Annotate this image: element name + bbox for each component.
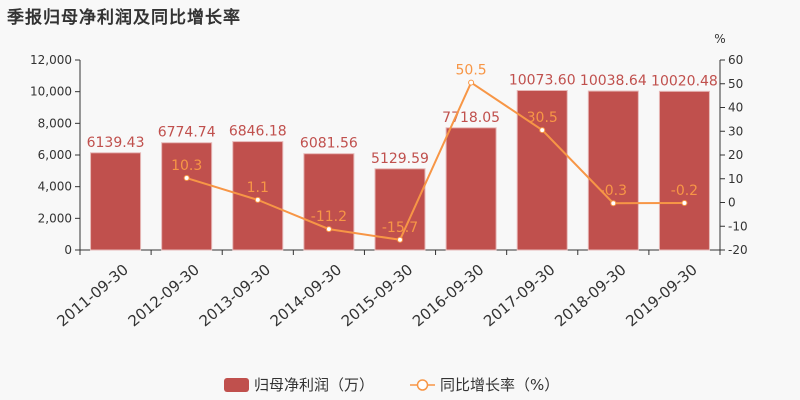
bar [303,153,355,251]
right-axis-tick-label: 30 [728,124,743,138]
right-axis-tick-label: -20 [728,243,748,257]
legend-bar-label: 归母净利润（万） [254,376,374,394]
growth-data-label: -0.2 [671,183,698,199]
growth-point [183,175,190,182]
x-axis-tick-label: 2017-09-30 [480,260,558,330]
bar [587,90,639,251]
growth-point [539,127,546,134]
growth-data-label: 1.1 [247,180,269,196]
x-axis-tick-label: 2015-09-30 [338,260,416,330]
bar-data-label: 10073.60 [509,73,576,89]
x-axis-tick-label: 2019-09-30 [622,260,700,330]
bar [445,127,497,251]
legend-bar-swatch [224,378,249,392]
legend-line-marker [416,379,429,391]
bar [161,142,213,251]
bar-data-label: 10038.64 [580,73,647,89]
bar-data-label: 10020.48 [651,73,718,89]
right-axis-tick-label: 0 [728,196,736,210]
left-axis-tick-label: 6,000 [38,148,72,162]
right-axis-tick-label: 40 [728,101,743,115]
x-axis-tick-label: 2013-09-30 [196,260,274,330]
bar-data-label: 7718.05 [442,110,500,126]
left-axis-tick-label: 10,000 [30,85,72,99]
x-axis-tick-label: 2014-09-30 [267,260,345,330]
growth-data-label: 50.5 [456,63,487,79]
left-axis-tick-label: 2,000 [38,211,72,225]
growth-data-label: 30.5 [527,110,558,126]
bar-data-label: 6139.43 [87,135,145,151]
growth-line [186,81,685,241]
right-axis-unit: % [714,32,725,46]
growth-point [325,226,332,233]
bar [658,90,710,251]
bar [516,90,568,251]
bar-data-label: 5129.59 [371,151,429,167]
bar-data-label: 6846.18 [229,124,287,140]
growth-data-label: -11.2 [311,209,347,225]
x-axis-tick-label: 2018-09-30 [551,260,629,330]
growth-data-label: 10.3 [171,158,202,174]
right-axis-tick-label: 60 [728,53,743,67]
growth-point [397,236,403,243]
right-axis-tick-label: -10 [728,219,748,233]
bar [90,152,142,251]
left-axis-tick-label: 4,000 [38,180,72,194]
bar-data-label: 6774.74 [158,125,216,141]
growth-point [468,79,475,86]
legend-line-label: 同比增长率（%） [440,376,559,394]
x-axis-tick-label: 2016-09-30 [409,260,487,330]
right-axis-tick-label: 50 [728,77,743,91]
growth-data-label: -0.3 [600,183,627,199]
chart-title: 季报归母净利润及同比增长率 [7,8,241,28]
left-axis-tick-label: 12,000 [30,53,72,67]
left-axis-tick-label: 8,000 [38,116,72,130]
right-axis-tick-label: 10 [728,172,743,186]
left-axis-tick-label: 0 [64,243,72,257]
right-axis-tick-label: 20 [728,148,743,162]
growth-point [681,199,688,206]
growth-point [610,200,617,207]
x-axis-tick-label: 2012-09-30 [125,260,203,330]
growth-point [254,196,261,203]
bar-data-label: 6081.56 [300,136,358,152]
growth-data-label: -15.7 [382,220,418,236]
x-axis-tick-label: 2011-09-30 [53,260,131,330]
